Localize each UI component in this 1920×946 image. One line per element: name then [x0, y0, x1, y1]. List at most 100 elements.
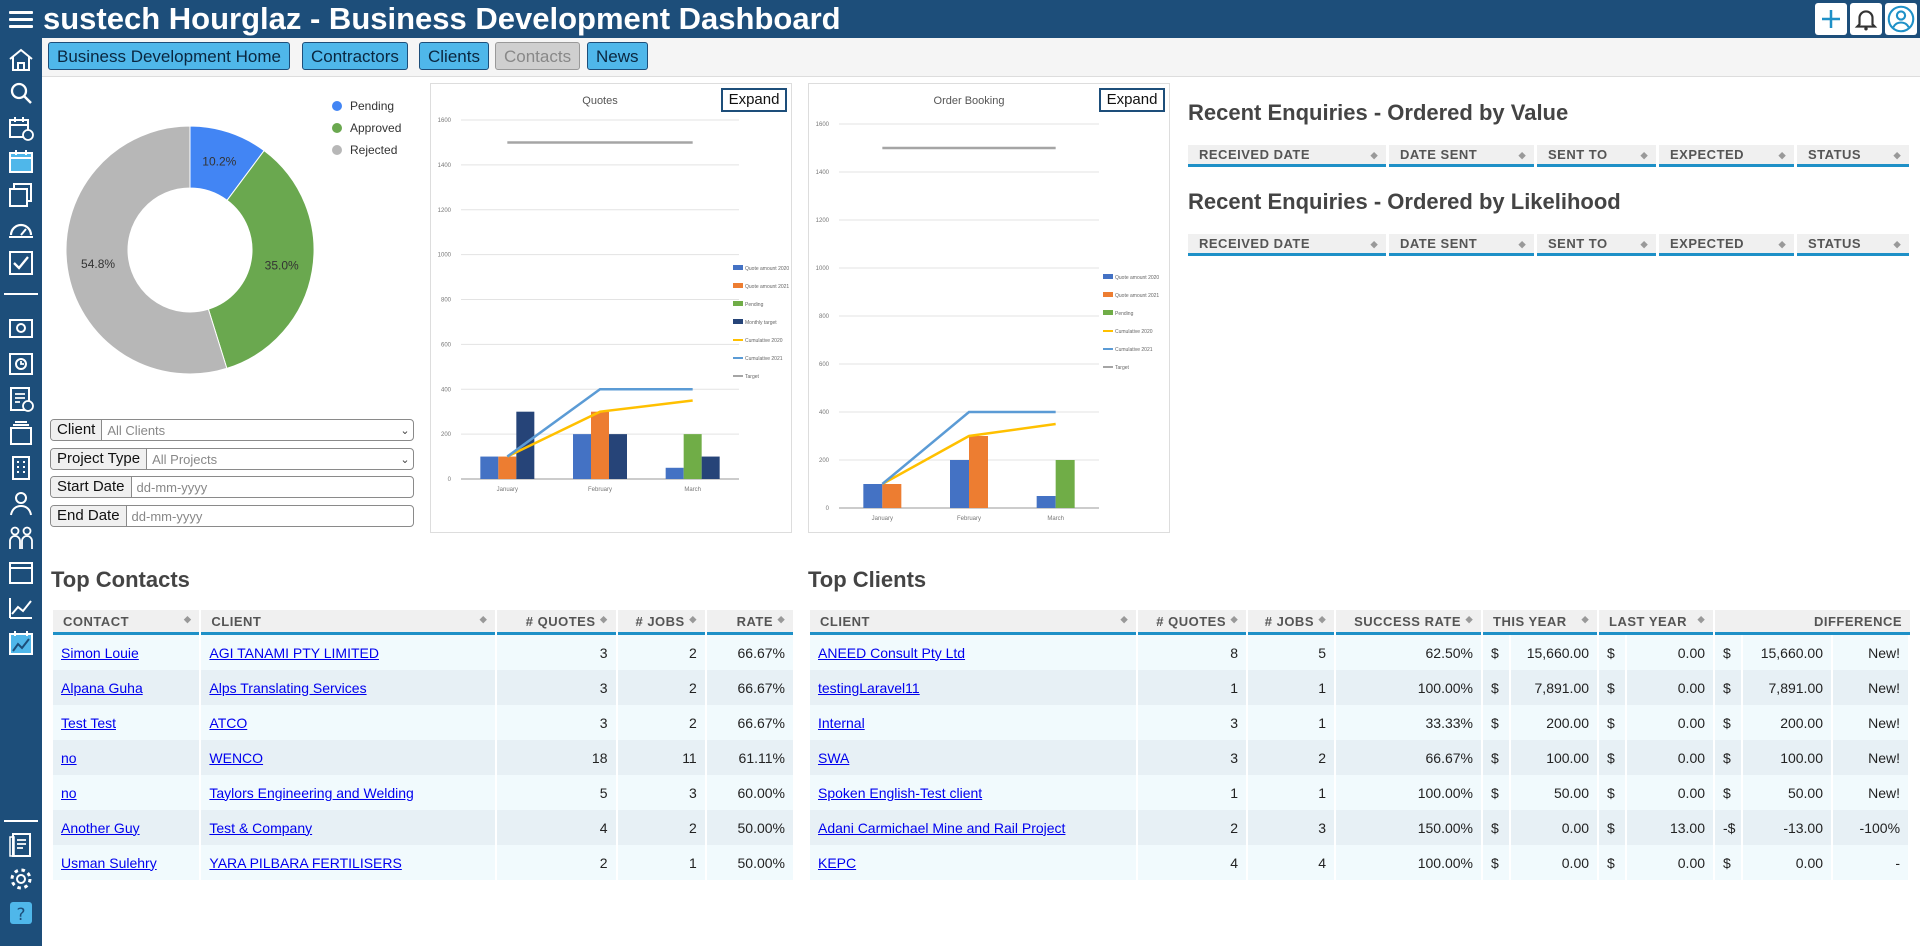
- add-icon[interactable]: [1815, 3, 1847, 35]
- tab-business-development-home[interactable]: Business Development Home: [48, 42, 290, 70]
- tab-news[interactable]: News: [587, 42, 648, 70]
- y-tick-label: 1600: [438, 118, 452, 124]
- column-header-quotes[interactable]: # QUOTES ◆: [497, 610, 616, 635]
- column-header-rate[interactable]: RATE ◆: [706, 610, 793, 635]
- gear-icon[interactable]: [5, 864, 37, 894]
- building-icon[interactable]: [5, 453, 37, 483]
- column-header-jobs[interactable]: # JOBS ◆: [617, 610, 705, 635]
- end-date-field[interactable]: End Date dd-mm-yyyy: [50, 505, 414, 527]
- tab-contractors[interactable]: Contractors: [302, 42, 408, 70]
- client-link[interactable]: YARA PILBARA FERTILISERS: [209, 854, 402, 871]
- table-row: Alpana Guha Alps Translating Services 3 2 66…: [53, 670, 793, 705]
- column-header-expected[interactable]: EXPECTED ◆: [1659, 234, 1794, 256]
- table-row: Simon Louie AGI TANAMI PTY LIMITED 3 2 66.67…: [53, 635, 793, 670]
- column-header-label: CLIENT: [820, 613, 870, 629]
- column-header-label: EXPECTED: [1670, 147, 1745, 162]
- last-year-cell: 0.00: [1627, 705, 1714, 740]
- stack-icon[interactable]: [5, 419, 37, 449]
- client-link[interactable]: Internal: [818, 714, 865, 731]
- calendar-clock-icon[interactable]: [5, 113, 37, 143]
- client-link[interactable]: Spoken English-Test client: [818, 784, 983, 801]
- bar-pending: [1055, 460, 1075, 508]
- camera-icon[interactable]: [5, 313, 37, 343]
- client-link[interactable]: Test & Company: [209, 819, 313, 836]
- help-icon[interactable]: ?: [5, 898, 37, 928]
- column-header-contact[interactable]: CONTACT ◆: [53, 610, 200, 635]
- column-header-this-year[interactable]: THIS YEAR ◆: [1483, 610, 1598, 635]
- column-header-quotes[interactable]: # QUOTES ◆: [1138, 610, 1246, 635]
- window-icon[interactable]: [5, 558, 37, 588]
- bar-quote-amount-2021: [969, 436, 988, 508]
- user-avatar-icon[interactable]: [1885, 3, 1917, 35]
- tab-clients[interactable]: Clients: [419, 42, 489, 70]
- start-date-input[interactable]: dd-mm-yyyy: [136, 479, 208, 495]
- hamburger-menu-icon[interactable]: [4, 3, 38, 35]
- column-header-expected[interactable]: EXPECTED ◆: [1659, 145, 1794, 167]
- contact-link[interactable]: Another Guy: [61, 819, 140, 836]
- checklist-icon[interactable]: [5, 248, 37, 278]
- column-header-status[interactable]: STATUS ◆: [1797, 145, 1909, 167]
- start-date-field[interactable]: Start Date dd-mm-yyyy: [50, 476, 414, 498]
- end-date-input[interactable]: dd-mm-yyyy: [131, 508, 203, 524]
- column-header-date-sent[interactable]: DATE SENT ◆: [1389, 145, 1534, 167]
- column-header-difference[interactable]: DIFFERENCE: [1715, 610, 1911, 635]
- column-header-jobs[interactable]: # JOBS ◆: [1248, 610, 1334, 635]
- expand-quotes-button[interactable]: Expand: [721, 88, 787, 112]
- person-icon[interactable]: [5, 488, 37, 518]
- folders-icon[interactable]: [5, 180, 37, 210]
- column-header-client[interactable]: CLIENT ◆: [201, 610, 496, 635]
- line-chart-icon[interactable]: [5, 593, 37, 623]
- client-link[interactable]: WENCO: [209, 749, 264, 766]
- sidebar: ?: [0, 38, 42, 946]
- column-header-client[interactable]: CLIENT ◆: [810, 610, 1136, 635]
- client-link[interactable]: KEPC: [818, 854, 857, 871]
- client-link[interactable]: ANEED Consult Pty Ltd: [818, 644, 966, 661]
- client-link[interactable]: SWA: [818, 749, 850, 766]
- quotes-cell: 2: [1138, 810, 1246, 845]
- client-filter-select[interactable]: Client All Clients ⌄: [50, 419, 414, 441]
- contact-cell: Usman Sulehry: [53, 845, 200, 880]
- calendar-chart-icon[interactable]: [5, 628, 37, 658]
- quotes-cell: 8: [1138, 635, 1246, 670]
- jobs-cell: 1: [1248, 705, 1334, 740]
- project-type-filter-select[interactable]: Project Type All Projects ⌄: [50, 448, 414, 470]
- client-link[interactable]: ATCO: [209, 714, 248, 731]
- contact-cell: Simon Louie: [53, 635, 200, 670]
- client-link[interactable]: Alps Translating Services: [209, 679, 367, 696]
- tab-contacts[interactable]: Contacts: [495, 42, 581, 70]
- y-tick-label: 400: [441, 387, 452, 393]
- this-year-cell: 7,891.00: [1511, 670, 1598, 705]
- contact-link[interactable]: Test Test: [61, 714, 116, 731]
- contact-link[interactable]: Usman Sulehry: [61, 854, 157, 871]
- document-icon[interactable]: [5, 830, 37, 860]
- dashboard-gauge-icon[interactable]: [5, 214, 37, 244]
- column-header-date-sent[interactable]: DATE SENT ◆: [1389, 234, 1534, 256]
- column-header-success-rate[interactable]: SUCCESS RATE ◆: [1336, 610, 1481, 635]
- people-icon[interactable]: [5, 523, 37, 553]
- client-link[interactable]: testingLaravel11: [818, 679, 920, 696]
- bar-quote-amount-2020: [950, 460, 969, 508]
- column-header-sent-to[interactable]: SENT TO ◆: [1537, 234, 1656, 256]
- legend-label: Pending: [745, 302, 764, 308]
- expand-order-booking-button[interactable]: Expand: [1099, 88, 1165, 112]
- contact-link[interactable]: Simon Louie: [61, 644, 139, 661]
- column-header-received-date[interactable]: RECEIVED DATE ◆: [1188, 234, 1386, 256]
- document-check-icon[interactable]: [5, 384, 37, 414]
- camera-timer-icon[interactable]: [5, 349, 37, 379]
- column-header-received-date[interactable]: RECEIVED DATE ◆: [1188, 145, 1386, 167]
- client-link[interactable]: Taylors Engineering and Welding: [209, 784, 414, 801]
- client-link[interactable]: AGI TANAMI PTY LIMITED: [209, 644, 379, 661]
- legend-swatch: [1103, 348, 1113, 350]
- client-link[interactable]: Adani Carmichael Mine and Rail Project: [818, 819, 1066, 836]
- difference-currency: $: [1715, 635, 1742, 670]
- bell-icon[interactable]: [1850, 3, 1882, 35]
- search-icon[interactable]: [5, 78, 37, 108]
- home-icon[interactable]: [5, 45, 37, 75]
- contact-link[interactable]: no: [61, 784, 77, 801]
- column-header-status[interactable]: STATUS ◆: [1797, 234, 1909, 256]
- column-header-last-year[interactable]: LAST YEAR ◆: [1599, 610, 1714, 635]
- contact-link[interactable]: no: [61, 749, 77, 766]
- calendar-icon[interactable]: [5, 146, 37, 176]
- column-header-sent-to[interactable]: SENT TO ◆: [1537, 145, 1656, 167]
- contact-link[interactable]: Alpana Guha: [61, 679, 143, 696]
